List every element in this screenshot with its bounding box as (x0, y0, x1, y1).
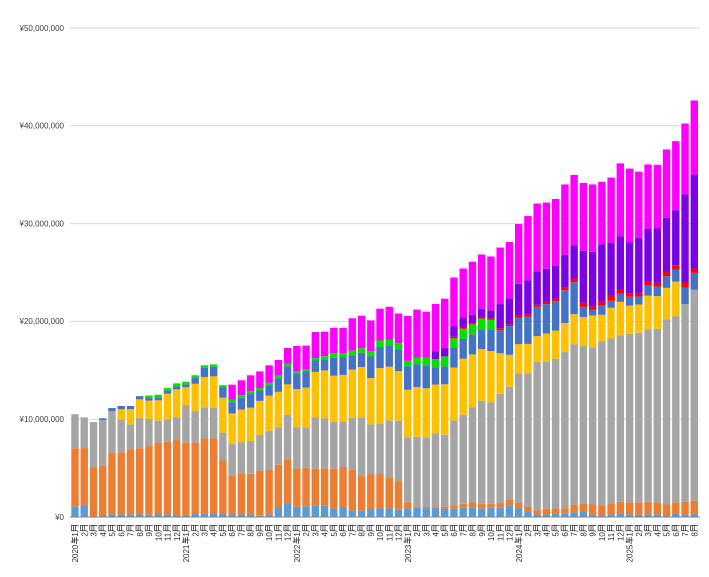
svg-text:4: 4 (99, 532, 108, 537)
svg-text:6: 6 (339, 532, 348, 537)
svg-text:2020: 2020 (71, 544, 80, 562)
svg-text:6: 6 (561, 532, 570, 537)
svg-text:2: 2 (413, 532, 422, 537)
svg-text:5: 5 (663, 532, 672, 537)
svg-text:3: 3 (422, 532, 431, 537)
svg-text:7: 7 (127, 532, 136, 537)
svg-text:6: 6 (450, 532, 459, 537)
svg-text:12: 12 (506, 532, 515, 541)
svg-text:2021: 2021 (182, 544, 191, 562)
svg-text:¥40,000,000: ¥40,000,000 (19, 122, 65, 131)
svg-text:2022: 2022 (293, 544, 302, 562)
svg-text:7: 7 (348, 532, 357, 537)
svg-text:12: 12 (616, 532, 625, 541)
svg-text:4: 4 (542, 532, 551, 537)
svg-text:2024: 2024 (515, 544, 524, 562)
svg-text:1: 1 (515, 532, 524, 537)
svg-text:12: 12 (395, 532, 404, 541)
svg-text:3: 3 (201, 532, 210, 537)
svg-text:11: 11 (385, 532, 394, 541)
svg-text:12: 12 (284, 532, 293, 541)
svg-text:8: 8 (358, 532, 367, 537)
svg-text:7: 7 (237, 532, 246, 537)
svg-text:4: 4 (432, 532, 441, 537)
svg-text:3: 3 (644, 532, 653, 537)
svg-text:1: 1 (71, 532, 80, 537)
svg-text:3: 3 (533, 532, 542, 537)
svg-text:10: 10 (265, 532, 274, 541)
svg-text:2023: 2023 (404, 544, 413, 562)
svg-text:¥20,000,000: ¥20,000,000 (19, 317, 65, 326)
svg-text:11: 11 (607, 532, 616, 541)
svg-text:10: 10 (598, 532, 607, 541)
svg-text:5: 5 (441, 532, 450, 537)
svg-text:1: 1 (293, 532, 302, 537)
svg-text:2025: 2025 (626, 544, 635, 562)
svg-text:9: 9 (256, 532, 265, 537)
svg-text:3: 3 (90, 532, 99, 537)
svg-text:¥30,000,000: ¥30,000,000 (19, 219, 65, 228)
svg-text:9: 9 (367, 532, 376, 537)
svg-text:5: 5 (108, 532, 117, 537)
svg-text:2: 2 (80, 532, 89, 537)
svg-text:8: 8 (136, 532, 145, 537)
svg-text:¥50,000,000: ¥50,000,000 (19, 24, 65, 33)
svg-text:10: 10 (376, 532, 385, 541)
svg-text:1: 1 (626, 532, 635, 537)
svg-text:2: 2 (635, 532, 644, 537)
svg-text:10: 10 (154, 532, 163, 541)
svg-text:¥10,000,000: ¥10,000,000 (19, 415, 65, 424)
svg-text:2: 2 (191, 532, 200, 537)
svg-text:9: 9 (145, 532, 154, 537)
svg-text:8: 8 (469, 532, 478, 537)
svg-text:7: 7 (570, 532, 579, 537)
svg-text:8: 8 (247, 532, 256, 537)
svg-text:2: 2 (302, 532, 311, 537)
svg-text:5: 5 (219, 532, 228, 537)
svg-text:3: 3 (311, 532, 320, 537)
svg-text:4: 4 (653, 532, 662, 537)
svg-text:2: 2 (524, 532, 533, 537)
svg-text:4: 4 (321, 532, 330, 537)
svg-text:12: 12 (173, 532, 182, 541)
svg-text:1: 1 (182, 532, 191, 537)
svg-text:1: 1 (404, 532, 413, 537)
svg-text:4: 4 (210, 532, 219, 537)
svg-text:11: 11 (496, 532, 505, 541)
svg-text:5: 5 (552, 532, 561, 537)
svg-text:7: 7 (459, 532, 468, 537)
svg-text:8: 8 (690, 532, 699, 537)
svg-text:7: 7 (681, 532, 690, 537)
svg-text:9: 9 (589, 532, 598, 537)
svg-text:6: 6 (117, 532, 126, 537)
svg-text:11: 11 (164, 532, 173, 541)
svg-text:6: 6 (228, 532, 237, 537)
svg-text:6: 6 (672, 532, 681, 537)
svg-text:10: 10 (487, 532, 496, 541)
svg-text:5: 5 (330, 532, 339, 537)
svg-text:8: 8 (579, 532, 588, 537)
svg-text:9: 9 (478, 532, 487, 537)
svg-text:¥0: ¥0 (54, 513, 64, 522)
svg-text:11: 11 (274, 532, 283, 541)
